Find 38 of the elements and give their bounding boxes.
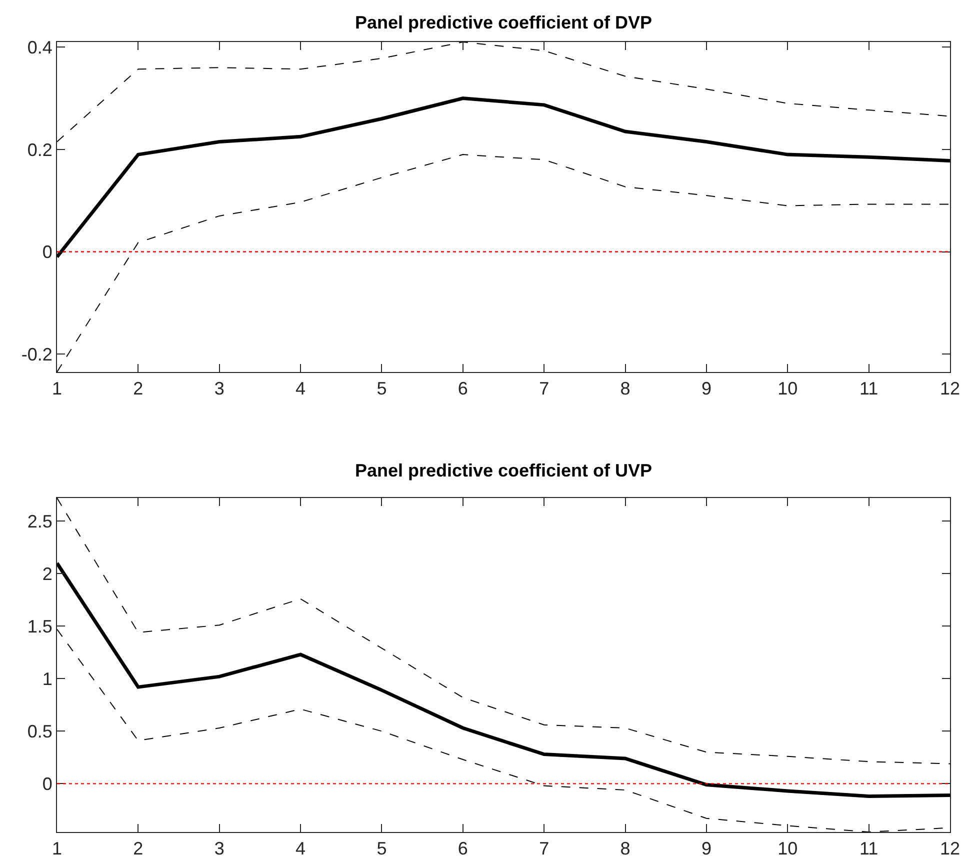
x-tick-label: 9 — [701, 378, 712, 399]
x-tick-label: 4 — [296, 838, 306, 859]
x-tick-label: 7 — [539, 838, 550, 859]
y-tick-label: 2 — [42, 564, 52, 584]
x-tick-label: 4 — [296, 378, 306, 399]
x-tick-label: 7 — [539, 378, 550, 399]
x-tick-label: 3 — [214, 838, 224, 859]
line-series — [57, 561, 950, 798]
x-tick-label: 12 — [940, 838, 960, 859]
y-tick-label: 0.5 — [27, 721, 52, 742]
x-tick-label: 6 — [458, 838, 468, 859]
y-tick-label: 1.5 — [27, 616, 52, 636]
x-tick-label: 5 — [376, 838, 387, 859]
y-tick-label: 0 — [42, 242, 52, 262]
x-tick-label: 9 — [701, 838, 712, 859]
x-tick-label: 12 — [940, 378, 960, 399]
line-series — [57, 96, 950, 259]
y-tick-label: -0.2 — [21, 344, 52, 364]
x-tick-label: 10 — [778, 378, 798, 399]
x-tick-label: 6 — [458, 378, 468, 399]
x-tick-label: 2 — [133, 378, 144, 399]
line-series — [57, 154, 950, 372]
x-tick-label: 3 — [214, 378, 224, 399]
x-tick-label: 11 — [859, 378, 878, 399]
x-tick-label: 5 — [376, 378, 387, 399]
x-tick-label: 11 — [859, 838, 878, 859]
y-tick-label: 2.5 — [27, 511, 52, 532]
x-tick-label: 10 — [778, 838, 798, 859]
y-tick-label: 0 — [42, 774, 52, 794]
chart-title: Panel predictive coefficient of UVP — [354, 460, 652, 480]
x-tick-label: 8 — [620, 378, 630, 399]
line-series — [57, 498, 950, 764]
x-tick-label: 2 — [133, 838, 144, 859]
x-tick-label: 8 — [620, 838, 630, 859]
chart-title: Panel predictive coefficient of DVP — [354, 12, 652, 32]
y-tick-label: 1 — [42, 668, 52, 689]
y-tick-label: 0.2 — [27, 140, 52, 160]
y-tick-label: 0.4 — [27, 37, 52, 58]
